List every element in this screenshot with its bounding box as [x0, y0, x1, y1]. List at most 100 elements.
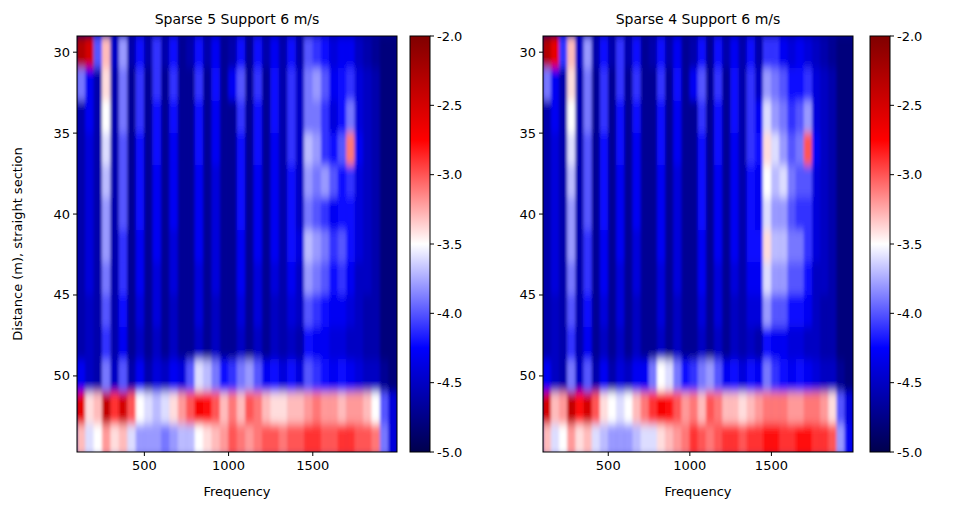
cell — [245, 68, 254, 101]
cell — [551, 327, 560, 360]
cell — [144, 100, 153, 133]
cell — [690, 392, 699, 425]
cell — [169, 359, 178, 392]
x-tick — [312, 452, 313, 456]
cell — [371, 295, 380, 328]
cell — [195, 295, 204, 328]
cell — [304, 133, 313, 166]
cell — [567, 424, 576, 452]
cell — [632, 165, 641, 198]
cell — [714, 198, 723, 231]
cell — [592, 262, 601, 295]
cell — [755, 230, 764, 263]
cell — [144, 295, 153, 328]
cell — [616, 327, 625, 360]
cell — [270, 359, 279, 392]
cell — [338, 68, 347, 101]
cell — [820, 133, 829, 166]
cell — [690, 100, 699, 133]
cell — [567, 230, 576, 263]
cell — [287, 198, 296, 231]
cell — [161, 198, 170, 231]
cell — [698, 68, 707, 101]
cell — [698, 295, 707, 328]
cell — [738, 133, 747, 166]
cell — [543, 36, 551, 69]
cell — [583, 198, 592, 231]
cell — [304, 262, 313, 295]
cell — [771, 359, 780, 392]
cell — [102, 392, 111, 425]
cell — [220, 36, 229, 69]
cell — [763, 36, 772, 69]
cell — [641, 133, 650, 166]
cell — [329, 327, 338, 360]
cell — [254, 359, 263, 392]
cell — [828, 100, 837, 133]
cell — [338, 36, 347, 69]
cell — [600, 68, 609, 101]
cell — [779, 392, 788, 425]
cell — [551, 392, 560, 425]
cell — [755, 36, 764, 69]
cell — [136, 133, 145, 166]
cell — [747, 424, 756, 452]
x-tick-label: 1000 — [673, 458, 706, 473]
cell — [228, 392, 237, 425]
cell — [706, 359, 715, 392]
cell — [211, 36, 220, 69]
cell — [211, 262, 220, 295]
cell — [632, 68, 641, 101]
cell — [657, 359, 666, 392]
cell — [787, 165, 796, 198]
cell — [245, 198, 254, 231]
cell — [237, 100, 246, 133]
cell — [346, 100, 355, 133]
cell — [371, 424, 380, 452]
cell — [228, 165, 237, 198]
cell — [632, 262, 641, 295]
cell — [657, 68, 666, 101]
cell — [812, 68, 821, 101]
cell — [681, 198, 690, 231]
cell — [161, 100, 170, 133]
cell — [119, 100, 128, 133]
cell — [616, 230, 625, 263]
cell — [747, 327, 756, 360]
cell — [186, 165, 195, 198]
cell — [722, 327, 731, 360]
cell — [665, 165, 674, 198]
cell — [616, 198, 625, 231]
cell — [559, 359, 568, 392]
cell — [665, 359, 674, 392]
cell — [616, 295, 625, 328]
cell — [575, 359, 584, 392]
cell — [338, 327, 347, 360]
cell — [287, 327, 296, 360]
cell — [161, 262, 170, 295]
cell — [220, 100, 229, 133]
cell — [649, 133, 658, 166]
cell — [763, 198, 772, 231]
cell — [355, 359, 364, 392]
cell — [211, 359, 220, 392]
cell — [329, 230, 338, 263]
cell — [380, 68, 389, 101]
cell — [186, 198, 195, 231]
cell — [828, 295, 837, 328]
cell — [279, 133, 288, 166]
cell — [178, 36, 187, 69]
cell — [698, 392, 707, 425]
cell — [649, 262, 658, 295]
cell — [161, 36, 170, 69]
cell — [245, 359, 254, 392]
cell — [296, 68, 305, 101]
cell — [641, 165, 650, 198]
cell — [722, 68, 731, 101]
cell — [820, 68, 829, 101]
cell — [551, 68, 560, 101]
cell — [608, 36, 617, 69]
cell — [380, 198, 389, 231]
cell — [338, 295, 347, 328]
cell — [845, 165, 853, 198]
